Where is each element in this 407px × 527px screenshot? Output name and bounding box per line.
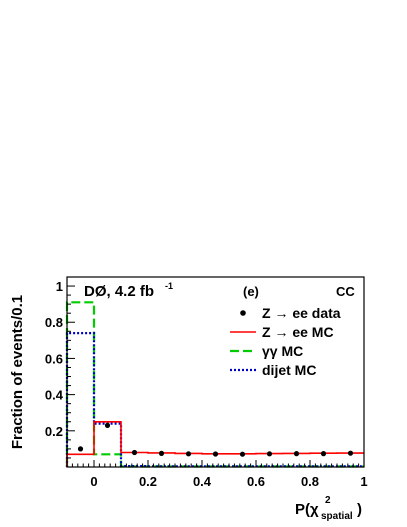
panel-label: (e) [243, 284, 259, 299]
x-tick-label: 0 [90, 474, 97, 489]
x-axis-label: P(χ 2 spatial ) [295, 495, 362, 522]
x-axis-label-sub: spatial [321, 511, 353, 522]
data-point [293, 451, 300, 457]
y-tick-label: 1 [56, 279, 63, 294]
data-point [104, 422, 111, 428]
x-tick-label: 0.6 [247, 474, 265, 489]
x-axis-label-close: ) [357, 501, 362, 518]
data-point [347, 450, 354, 456]
data-point [239, 451, 246, 457]
data-point [77, 446, 84, 452]
y-tick-label: 0.4 [45, 388, 64, 403]
y-tick-label: 0.2 [45, 424, 63, 439]
data-point [131, 449, 138, 456]
region-label: CC [336, 284, 355, 299]
series-line-1 [66, 421, 364, 467]
legend-marker-data [240, 310, 246, 316]
data-points [77, 422, 354, 457]
data-point [185, 451, 192, 457]
legend-label: Z → ee data [262, 305, 341, 321]
series-line-3 [65, 332, 364, 468]
data-point [158, 450, 165, 456]
data-point [212, 451, 219, 457]
x-tick-label: 0.4 [193, 474, 212, 489]
data-point [266, 451, 273, 457]
plot-frame [66, 276, 365, 468]
legend-label: Z → ee MC [262, 324, 334, 340]
x-axis-label-main: P(χ [295, 501, 319, 518]
x-axis-label-sup: 2 [325, 495, 331, 506]
x-tick-label: 0.8 [301, 474, 319, 489]
axes: 0 0.2 0.4 0.6 0.8 1 0.2 0.4 0.6 0.8 1 [45, 279, 368, 489]
x-tick-label: 1 [360, 474, 367, 489]
lumi-superscript: -1 [165, 281, 173, 291]
y-tick-label: 0.8 [45, 315, 63, 330]
legend: Z → ee data Z → ee MC γγ MC dijet MC [230, 305, 341, 378]
x-tick-label: 0.2 [139, 474, 157, 489]
y-tick-label: 0.6 [45, 351, 63, 366]
experiment-label: DØ, 4.2 fb [84, 283, 154, 300]
legend-label: γγ MC [262, 343, 303, 359]
legend-label: dijet MC [262, 362, 316, 378]
y-axis-label: Fraction of events/0.1 [9, 295, 26, 449]
data-point [320, 451, 327, 457]
